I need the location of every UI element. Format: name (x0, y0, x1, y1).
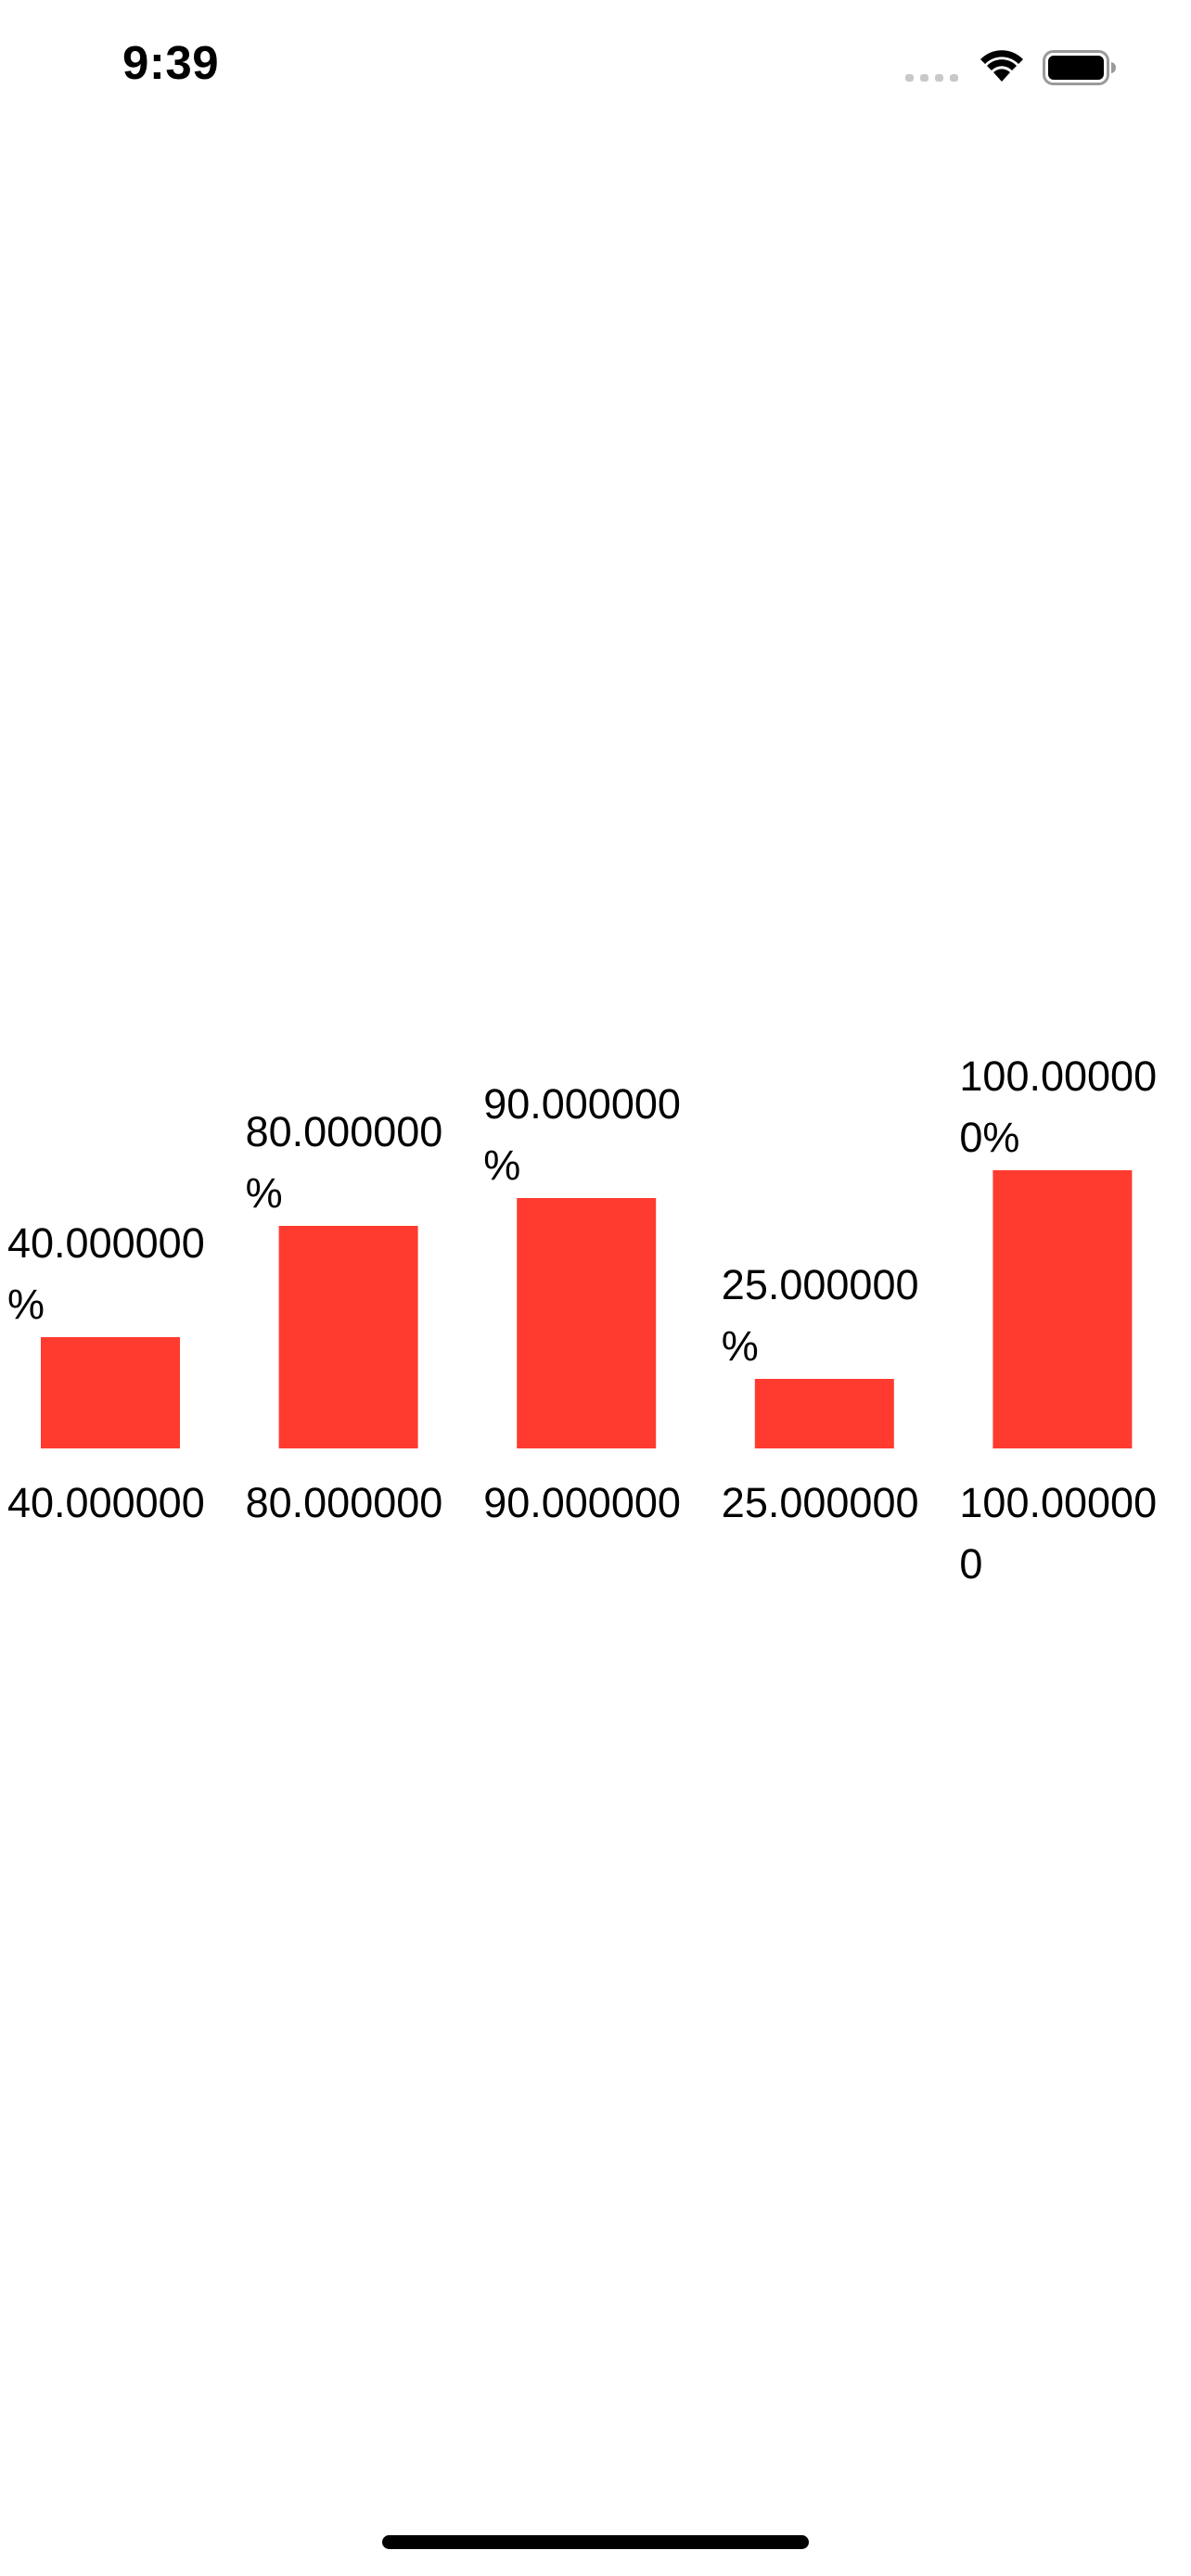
bar (41, 1337, 180, 1448)
category-label: 40.000000 (7, 1479, 205, 1526)
bar-value-label: 40.000000% (7, 1219, 205, 1328)
cellular-signal-icon (905, 74, 961, 82)
home-indicator[interactable] (382, 2535, 809, 2549)
category-label: 100.00000 0 (959, 1479, 1157, 1588)
bar (517, 1198, 657, 1448)
wifi-icon (980, 50, 1023, 82)
bar-value-label: 25.000000% (722, 1261, 919, 1370)
bar (992, 1170, 1133, 1448)
bar-value-label: 100.00000 0% (959, 1052, 1157, 1161)
bar-value-label: 90.000000% (483, 1080, 681, 1189)
battery-icon (1043, 50, 1116, 85)
bar (278, 1226, 418, 1448)
status-time: 9:39 (122, 36, 220, 89)
category-label: 80.000000 (246, 1479, 443, 1526)
bar (754, 1379, 894, 1448)
status-bar: 9:39 (0, 0, 1191, 139)
category-label: 90.000000 (483, 1479, 681, 1526)
category-label: 25.000000 (722, 1479, 919, 1526)
bar-value-label: 80.000000% (246, 1108, 443, 1217)
